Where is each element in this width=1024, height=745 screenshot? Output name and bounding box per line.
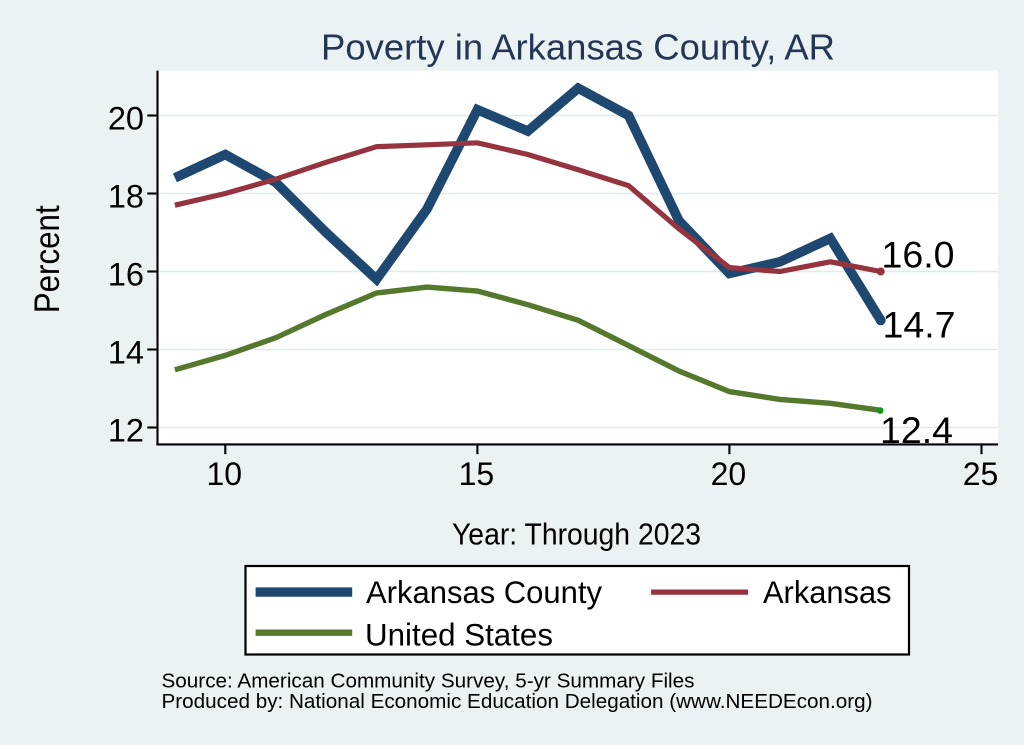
svg-text:Source: American Community Sur: Source: American Community Survey, 5-yr … (162, 670, 695, 693)
svg-text:16: 16 (108, 257, 144, 293)
svg-text:Arkansas County: Arkansas County (366, 574, 602, 610)
svg-text:Arkansas: Arkansas (763, 574, 892, 610)
svg-text:Year: Through 2023: Year: Through 2023 (452, 517, 701, 552)
svg-text:14: 14 (108, 335, 144, 371)
svg-text:20: 20 (108, 101, 144, 137)
svg-text:25: 25 (963, 456, 999, 492)
svg-text:14.7: 14.7 (883, 303, 956, 345)
svg-text:12: 12 (108, 413, 144, 449)
svg-text:Percent: Percent (28, 205, 67, 313)
svg-text:12.4: 12.4 (880, 409, 953, 451)
svg-text:20: 20 (711, 456, 747, 492)
svg-text:United States: United States (365, 616, 553, 652)
svg-text:10: 10 (207, 456, 243, 492)
svg-text:18: 18 (108, 179, 144, 215)
svg-text:Produced by: National Economic: Produced by: National Economic Education… (162, 690, 873, 713)
svg-text:Poverty in Arkansas County, AR: Poverty in Arkansas County, AR (321, 27, 835, 68)
svg-text:16.0: 16.0 (882, 233, 955, 275)
svg-text:15: 15 (459, 456, 495, 492)
